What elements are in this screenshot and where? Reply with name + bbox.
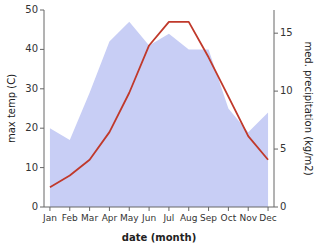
x-tick-label: Feb bbox=[62, 213, 78, 223]
x-tick bbox=[268, 207, 269, 211]
area bbox=[50, 22, 268, 207]
y2-tick-label: 10 bbox=[280, 85, 293, 96]
plot-area bbox=[50, 22, 268, 207]
y2-tick-label: 15 bbox=[280, 27, 293, 38]
y-tick bbox=[40, 10, 44, 11]
chart-container: 0 10 20 30 40 50 0 5 10 15 Jan FebMar AprMayJun Jul Au… bbox=[0, 0, 318, 247]
x-tick bbox=[69, 207, 70, 211]
y2-axis-label: med. precipitation (kg/m2) bbox=[303, 41, 314, 175]
y2-axis-line bbox=[274, 10, 275, 207]
x-tick-label: Dec bbox=[259, 213, 276, 223]
x-tick-label: Jul bbox=[162, 213, 174, 223]
y-tick bbox=[40, 88, 44, 89]
y2-tick bbox=[274, 33, 278, 34]
x-tick bbox=[168, 207, 169, 211]
x-tick bbox=[149, 207, 150, 211]
x-tick bbox=[89, 207, 90, 211]
x-tick-label: Nov bbox=[239, 213, 257, 223]
line bbox=[50, 22, 268, 187]
x-tick bbox=[129, 207, 130, 211]
x-tick bbox=[248, 207, 249, 211]
x-tick-label: Aug bbox=[180, 213, 198, 223]
x-tick-label: Oct bbox=[221, 213, 237, 223]
chart: 0 10 20 30 40 50 0 5 10 15 Jan FebMar AprMayJun Jul Au… bbox=[0, 0, 318, 247]
x-tick bbox=[228, 207, 229, 211]
x-tick-label: Apr bbox=[102, 213, 118, 223]
y-tick bbox=[40, 167, 44, 168]
y2-tick-label: 0 bbox=[280, 201, 286, 212]
axes: 0 10 20 30 40 50 0 5 10 15 Jan FebMar AprMayJun Jul Au… bbox=[25, 4, 292, 223]
x-axis-line bbox=[44, 207, 274, 208]
y-tick-label: 20 bbox=[25, 122, 38, 133]
y-tick-label: 10 bbox=[25, 162, 38, 173]
y2-tick-label: 5 bbox=[280, 143, 286, 154]
y-tick bbox=[40, 207, 44, 208]
x-tick-label: Mar bbox=[81, 213, 98, 223]
y-axis-label: max temp (C) bbox=[6, 74, 17, 143]
y2-tick bbox=[274, 207, 278, 208]
y2-tick bbox=[274, 149, 278, 150]
x-tick-label: May bbox=[120, 213, 139, 223]
y-tick-label: 0 bbox=[32, 201, 38, 212]
y-tick-label: 30 bbox=[25, 83, 38, 94]
x-tick-label: Jan bbox=[42, 213, 57, 223]
x-tick-label: Sep bbox=[200, 213, 217, 223]
x-axis-label: date (month) bbox=[122, 232, 196, 243]
y2-tick bbox=[274, 91, 278, 92]
x-tick bbox=[188, 207, 189, 211]
x-tick bbox=[208, 207, 209, 211]
x-tick bbox=[109, 207, 110, 211]
y-tick-label: 40 bbox=[25, 43, 38, 54]
y-axis-line bbox=[44, 10, 45, 207]
y-tick bbox=[40, 49, 44, 50]
x-tick bbox=[49, 207, 50, 211]
y-tick bbox=[40, 128, 44, 129]
y-tick-label: 50 bbox=[25, 4, 38, 15]
x-tick-label: Jun bbox=[141, 213, 156, 223]
